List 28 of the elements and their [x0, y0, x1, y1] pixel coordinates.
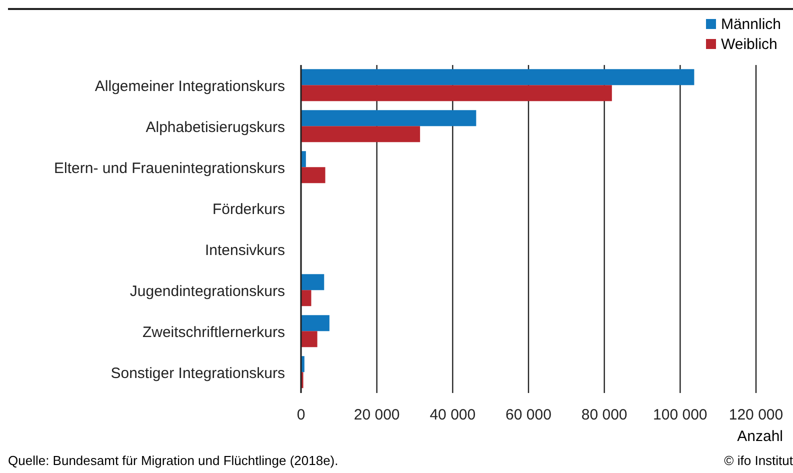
- y-tick-label: Alphabetisierugskurs: [146, 118, 285, 136]
- y-tick-label: Intensivkurs: [204, 242, 285, 259]
- bar: [301, 85, 612, 102]
- legend-label: Männlich: [720, 16, 781, 32]
- bar: [301, 110, 476, 126]
- x-tick-label: 20 000: [354, 406, 400, 424]
- x-tick-label: 40 000: [430, 406, 476, 424]
- x-tick-label: 80 000: [581, 406, 628, 424]
- x-tick-label: 60 000: [506, 406, 552, 424]
- bar: [301, 69, 694, 86]
- x-tick-label: 0: [296, 406, 306, 424]
- y-tick-label: Jugendintegrationskurs: [130, 282, 285, 300]
- x-axis-title: Anzahl: [737, 428, 783, 445]
- source-note: Quelle: Bundesamt für Migration und Flüchtlinge (2018e).: [8, 453, 338, 468]
- y-tick-label: Eltern- und Frauenintegrationskurs: [54, 160, 285, 177]
- y-tick-label: Förderkurs: [212, 200, 285, 218]
- y-tick-label: Sonstiger Integrationskurs: [110, 364, 285, 382]
- y-tick-label: Allgemeiner Integrationskurs: [94, 78, 285, 95]
- bar: [301, 126, 420, 142]
- bar: [301, 315, 330, 332]
- x-tick-label: 100 000: [653, 406, 708, 424]
- bar: [301, 331, 318, 348]
- y-tick-label: Zweitschriftlernerkurs: [142, 324, 285, 341]
- legend-label: Weiblich: [720, 36, 778, 52]
- text: © ifo Institut: [724, 453, 793, 468]
- x-tick-label: 120 000: [728, 406, 784, 424]
- bar: [301, 167, 326, 184]
- bar: [301, 274, 324, 290]
